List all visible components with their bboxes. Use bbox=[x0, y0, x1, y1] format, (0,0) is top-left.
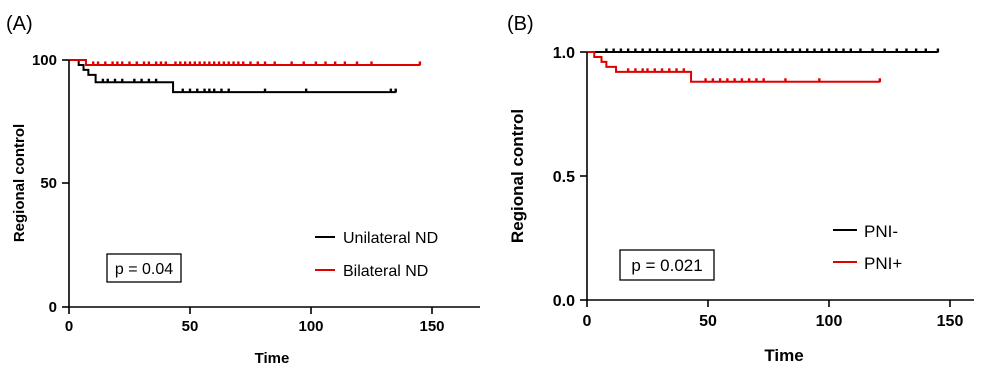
panel-a: (A) 0 50 100 0 50 100 150 Time Regional … bbox=[6, 13, 480, 367]
panel-b-y-ticks: 0.0 0.5 1.0 bbox=[553, 45, 587, 310]
panel-a-pvalue-box bbox=[106, 253, 182, 283]
panel-a-x-tick-label: 100 bbox=[298, 318, 323, 335]
panel-a-y-axis-title: Regional control bbox=[11, 124, 28, 242]
panel-b-pvalue: p = 0.021 bbox=[631, 256, 702, 275]
legend-label-unilateral: Unilateral ND bbox=[343, 230, 438, 247]
panel-a-x-tick-label: 50 bbox=[182, 318, 199, 335]
panel-b-x-tick-label: 0 bbox=[583, 313, 592, 330]
panel-b-series bbox=[587, 48, 940, 83]
panel-a-x-axis-title: Time bbox=[255, 350, 290, 367]
panel-b-y-tick-label: 1.0 bbox=[553, 45, 575, 62]
panel-b-y-tick-label: 0.0 bbox=[553, 293, 575, 310]
panel-b-curve-pni bbox=[587, 51, 880, 83]
panel-b-label: (B) bbox=[507, 13, 534, 35]
panel-a-pvalue: p = 0.04 bbox=[115, 261, 173, 278]
panel-a-label: (A) bbox=[6, 13, 33, 35]
legend-label-pni-neg: PNI- bbox=[864, 222, 898, 241]
panel-b-x-tick-label: 50 bbox=[699, 313, 717, 330]
panel-b-y-axis-title: Regional control bbox=[508, 109, 527, 243]
panel-b-x-ticks: 0 50 100 150 bbox=[583, 300, 964, 330]
panel-a-y-tick-label: 50 bbox=[40, 175, 57, 192]
panel-a-y-tick-label: 0 bbox=[49, 299, 57, 316]
panel-a-legend: Unilateral ND Bilateral ND bbox=[315, 230, 438, 280]
panel-a-x-tick-label: 150 bbox=[419, 318, 444, 335]
panel-b-x-axis-title: Time bbox=[764, 346, 803, 365]
panel-a-curve-bilateral-nd bbox=[69, 59, 420, 66]
panel-a-y-ticks: 0 50 100 bbox=[32, 52, 69, 316]
panel-b-legend: PNI- PNI+ bbox=[833, 222, 902, 273]
legend-label-pni-pos: PNI+ bbox=[864, 254, 902, 273]
panel-b: (B) 0.0 0.5 1.0 0 50 100 150 Time Region… bbox=[507, 13, 974, 365]
panel-b-y-tick-label: 0.5 bbox=[553, 169, 575, 186]
panel-a-y-tick-label: 100 bbox=[32, 52, 57, 69]
panel-a-x-tick-label: 0 bbox=[65, 318, 73, 335]
panel-b-x-tick-label: 150 bbox=[937, 313, 964, 330]
panel-a-x-ticks: 0 50 100 150 bbox=[65, 307, 445, 335]
legend-label-bilateral: Bilateral ND bbox=[343, 263, 428, 280]
panel-b-x-tick-label: 100 bbox=[816, 313, 843, 330]
panel-a-curve-unilateral-nd bbox=[69, 59, 396, 94]
panel-a-series bbox=[69, 59, 422, 94]
panel-b-pvalue-box bbox=[619, 249, 715, 281]
